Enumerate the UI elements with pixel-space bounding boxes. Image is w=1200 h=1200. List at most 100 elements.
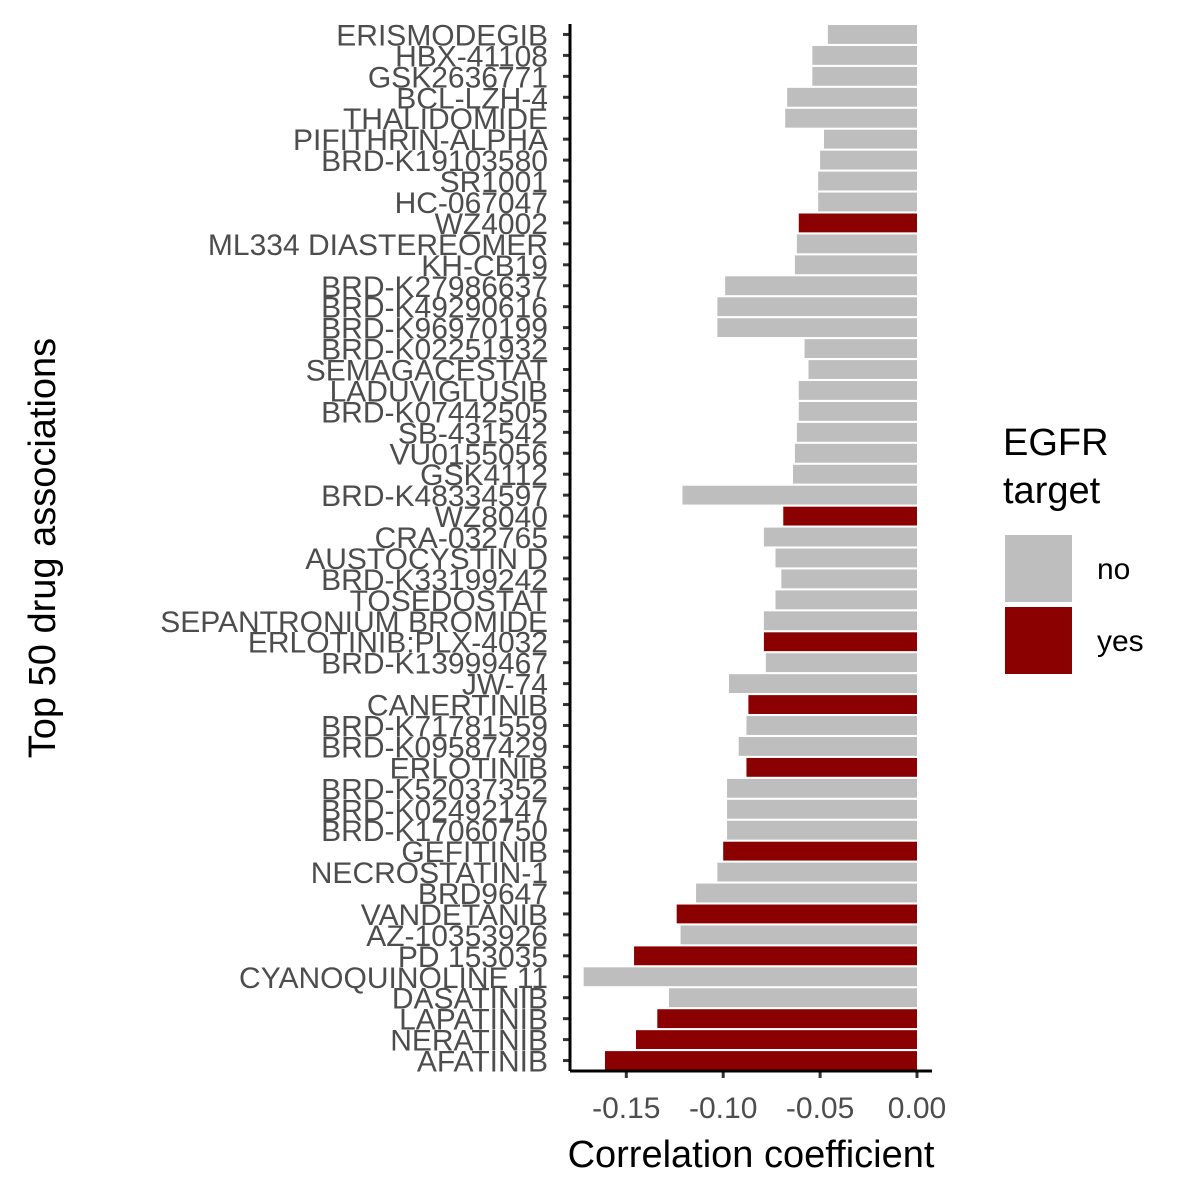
- y-tick-label-13: BRD-K49290616: [321, 292, 548, 325]
- legend-swatch-yes: [1005, 607, 1072, 674]
- legend-title-line-1: EGFR: [1003, 422, 1109, 464]
- y-tick-label-30: BRD-K13999467: [321, 648, 548, 681]
- y-tick-label-49: AFATINIB: [417, 1046, 548, 1079]
- y-tick-label-7: SR1001: [440, 166, 548, 199]
- y-tick-label-38: BRD-K17060750: [321, 815, 548, 848]
- y-tick-label-35: ERLOTINIB: [390, 752, 548, 785]
- legend-title-line-2: target: [1003, 470, 1101, 512]
- bar-27: [775, 590, 917, 610]
- bar-28: [763, 611, 917, 631]
- bar-9: [798, 213, 917, 233]
- bar-33: [746, 716, 917, 735]
- y-tick-label-43: AZ-10353926: [366, 920, 548, 953]
- y-tick-label-17: LADUVIGLUSIB: [330, 375, 548, 408]
- y-axis-title: Top 50 drug associations: [22, 338, 64, 758]
- y-tick-label-14: BRD-K96970199: [321, 313, 548, 346]
- bar-10: [796, 234, 917, 254]
- x-tick-label-0: -0.15: [592, 1092, 660, 1125]
- bar-30: [765, 653, 917, 673]
- legend-items: no yes: [1005, 535, 1144, 674]
- bar-46: [668, 988, 917, 1008]
- x-tick-label-2: -0.05: [786, 1092, 854, 1125]
- x-tick-label-3: 0.00: [888, 1092, 946, 1125]
- y-tick-label-47: LAPATINIB: [399, 1004, 548, 1037]
- bar-43: [680, 925, 917, 945]
- y-tick-label-2: GSK2636771: [368, 61, 548, 94]
- bar-26: [781, 569, 917, 589]
- y-tick-label-33: BRD-K71781559: [321, 710, 548, 743]
- y-tick-label-40: NECROSTATIN-1: [311, 857, 548, 890]
- y-tick-label-28: SEPANTRONIUM BROMIDE: [160, 606, 548, 639]
- bar-49: [604, 1051, 917, 1070]
- bar-22: [682, 485, 917, 505]
- bar-8: [818, 192, 917, 212]
- bar-23: [783, 506, 917, 526]
- bar-32: [748, 695, 917, 714]
- y-tick-label-0: ERISMODEGIB: [336, 19, 548, 52]
- bar-29: [763, 632, 917, 652]
- y-tick-label-25: AUSTOCYSTIN D: [305, 543, 548, 576]
- bar-42: [676, 904, 917, 924]
- legend-label-yes: yes: [1097, 625, 1144, 658]
- y-tick-label-32: CANERTINIB: [367, 690, 548, 723]
- y-tick-label-18: BRD-K07442505: [321, 396, 548, 429]
- y-tick-label-1: HBX-41108: [395, 40, 548, 73]
- bar-13: [717, 297, 917, 317]
- y-tick-label-20: VU0155056: [390, 438, 548, 471]
- legend-label-no: no: [1097, 553, 1130, 586]
- y-tick-label-23: WZ8040: [435, 501, 548, 534]
- y-tick-label-19: SB-431542: [398, 417, 548, 450]
- bar-17: [798, 381, 917, 400]
- y-tick-label-27: TOSEDOSTAT: [350, 585, 548, 618]
- bar-4: [785, 108, 917, 128]
- y-tick-label-45: CYANOQUINOLINE 11: [239, 962, 548, 995]
- y-tick-label-44: PD 153035: [398, 941, 548, 974]
- bar-45: [583, 967, 917, 987]
- bar-39: [723, 841, 917, 861]
- bar-2: [812, 66, 917, 86]
- bar-11: [794, 255, 917, 275]
- bar-40: [717, 862, 917, 882]
- y-tick-label-12: BRD-K27986637: [321, 271, 548, 304]
- y-tick-label-24: CRA-032765: [375, 522, 548, 555]
- y-tick-label-3: BCL-LZH-4: [396, 82, 548, 115]
- y-tick-label-9: WZ4002: [435, 208, 548, 241]
- legend-swatch-no: [1005, 535, 1072, 602]
- bar-18: [798, 401, 917, 421]
- y-tick-label-11: KH-CB19: [421, 250, 548, 283]
- bar-41: [696, 883, 917, 903]
- y-tick-label-29: ERLOTINIB:PLX-4032: [248, 627, 548, 660]
- bar-36: [727, 778, 917, 798]
- bar-48: [635, 1030, 917, 1050]
- y-tick-label-31: JW-74: [462, 669, 548, 702]
- y-tick-label-48: NERATINIB: [390, 1025, 548, 1058]
- bar-1: [812, 45, 917, 65]
- x-axis-title: Correlation coefficient: [568, 1134, 935, 1176]
- y-tick-label-8: HC-067047: [395, 187, 548, 220]
- legend: EGFR target no yes: [1003, 422, 1144, 674]
- y-tick-label-42: VANDETANIB: [361, 899, 548, 932]
- y-tick-label-21: GSK4112: [420, 459, 548, 492]
- bar-25: [775, 548, 917, 568]
- y-tick-label-39: GEFITINIB: [401, 836, 548, 869]
- y-tick-label-15: BRD-K02251932: [321, 334, 548, 367]
- bar-7: [818, 171, 917, 191]
- y-tick-label-36: BRD-K52037352: [321, 773, 548, 806]
- y-tick-label-26: BRD-K33199242: [321, 564, 548, 597]
- bar-38: [727, 820, 917, 840]
- bar-12: [725, 276, 917, 296]
- y-tick-label-34: BRD-K09587429: [321, 731, 548, 764]
- y-tick-label-10: ML334 DIASTEREOMER: [208, 229, 548, 262]
- bars-layer: [583, 25, 917, 1070]
- bar-16: [808, 360, 917, 379]
- bar-14: [717, 318, 917, 338]
- bar-24: [763, 527, 917, 547]
- bar-31: [729, 674, 917, 694]
- x-tick-label-1: -0.10: [689, 1092, 757, 1125]
- y-tick-label-37: BRD-K02492147: [321, 794, 548, 827]
- y-tick-label-6: BRD-K19103580: [321, 145, 548, 178]
- bar-3: [787, 87, 917, 107]
- bar-20: [794, 443, 917, 463]
- y-tick-label-16: SEMAGACESTAT: [306, 355, 548, 388]
